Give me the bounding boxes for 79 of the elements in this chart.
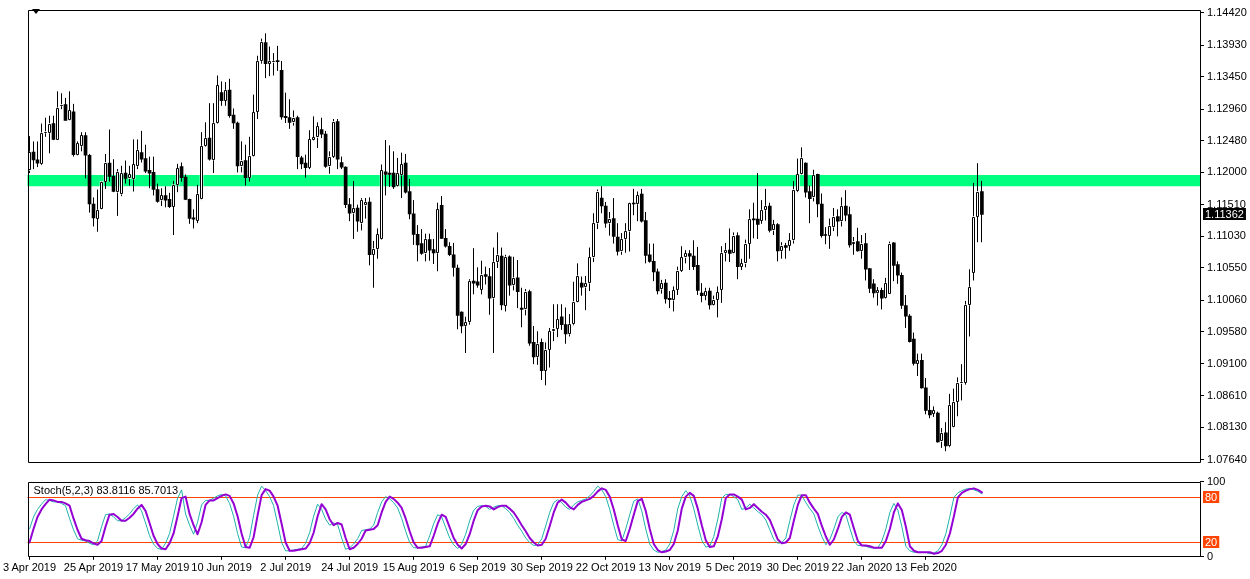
- candlestick: [435, 202, 440, 272]
- candlestick: [315, 121, 320, 149]
- candlestick: [623, 222, 628, 254]
- candlestick: [215, 75, 220, 125]
- candlestick: [39, 123, 44, 166]
- candlestick: [267, 46, 272, 77]
- candlestick: [832, 207, 836, 232]
- candlestick: [475, 266, 480, 289]
- candlestick: [307, 129, 312, 170]
- candlestick: [247, 136, 252, 183]
- y-tick-label: 1.08130: [1207, 420, 1247, 433]
- candlestick: [79, 131, 84, 152]
- candlestick: [175, 163, 180, 193]
- candlestick: [948, 393, 952, 448]
- y-tick-label: 1.08610: [1207, 388, 1247, 401]
- candlestick: [259, 38, 264, 65]
- y-tick-label: 1.12480: [1207, 133, 1247, 146]
- chart-title: Stoch(5,2,3) 83.8116 85.7013: [33, 483, 179, 496]
- candlestick: [755, 172, 760, 240]
- x-tick-label: 13 Nov 2019: [638, 561, 701, 574]
- candlestick: [395, 157, 400, 188]
- candlestick: [95, 189, 100, 233]
- candlestick: [812, 169, 816, 202]
- x-tick-label: 10 Jun 2019: [191, 561, 252, 574]
- x-tick-label: 3 Apr 2019: [2, 561, 57, 574]
- x-tick-label: 22 Oct 2019: [575, 561, 636, 574]
- candlestick: [635, 191, 640, 222]
- candlestick: [719, 245, 724, 304]
- candlestick: [511, 256, 516, 291]
- x-tick-label: 22 Jan 2020: [831, 561, 893, 574]
- y-tick-label: 1.12000: [1207, 165, 1247, 178]
- candlestick: [615, 222, 620, 256]
- candlestick: [251, 94, 256, 158]
- ref-line-label: 20: [1205, 535, 1218, 548]
- candlestick: [727, 227, 732, 263]
- candlestick: [980, 180, 984, 243]
- candlestick: [115, 168, 120, 217]
- text: 1.11362: [1205, 207, 1244, 220]
- y-tick-label: 1.10060: [1207, 293, 1247, 306]
- x-tick-label: 2 Jul 2019: [260, 561, 311, 574]
- candlestick: [427, 233, 432, 262]
- x-tick-label: 15 Aug 2019: [382, 561, 445, 574]
- x-tick-label: 6 Sep 2019: [449, 561, 506, 574]
- y-tick-label: 1.13450: [1207, 69, 1247, 82]
- candlestick: [880, 287, 884, 310]
- candlestick: [211, 102, 216, 174]
- candlestick: [563, 307, 568, 345]
- y-tick-label: 1.10550: [1207, 261, 1247, 273]
- candlestick: [423, 233, 428, 262]
- y-tick-label: 1.09100: [1207, 356, 1247, 369]
- candlestick: [888, 241, 892, 295]
- candlestick: [131, 138, 136, 193]
- candlestick: [47, 115, 52, 154]
- candlestick: [275, 45, 280, 72]
- x-tick-label: 13 Feb 2020: [894, 561, 957, 574]
- x-tick-label: 25 Apr 2019: [63, 561, 124, 574]
- candlestick: [359, 197, 364, 231]
- y-tick-label: 1.11030: [1207, 229, 1246, 242]
- y-tick-label: 1.13930: [1207, 38, 1247, 51]
- ref-line-label: 80: [1205, 490, 1218, 503]
- y-tick-label: 1.09580: [1207, 324, 1247, 337]
- x-tick-label: 5 Dec 2019: [705, 561, 762, 574]
- candlestick: [119, 165, 124, 197]
- y-tick-label: 1.11510: [1207, 197, 1246, 210]
- y-tick-label: 100: [1207, 474, 1226, 487]
- x-tick-label: 24 Jul 2019: [321, 561, 379, 574]
- candlestick: [255, 55, 260, 120]
- x-tick-label: 30 Sep 2019: [510, 561, 573, 574]
- x-tick-label: 17 May 2019: [125, 561, 190, 574]
- y-tick-label: 0: [1207, 549, 1214, 562]
- y-tick-label: 1.12960: [1207, 102, 1247, 115]
- candlestick: [351, 180, 356, 240]
- candlestick: [836, 208, 840, 237]
- candlestick: [876, 286, 880, 307]
- y-tick-label: 1.14420: [1207, 5, 1247, 18]
- y-tick-label: 1.07640: [1207, 452, 1247, 465]
- x-tick-label: 30 Dec 2019: [766, 561, 830, 574]
- candlestick: [555, 303, 560, 338]
- candlestick: [127, 165, 132, 187]
